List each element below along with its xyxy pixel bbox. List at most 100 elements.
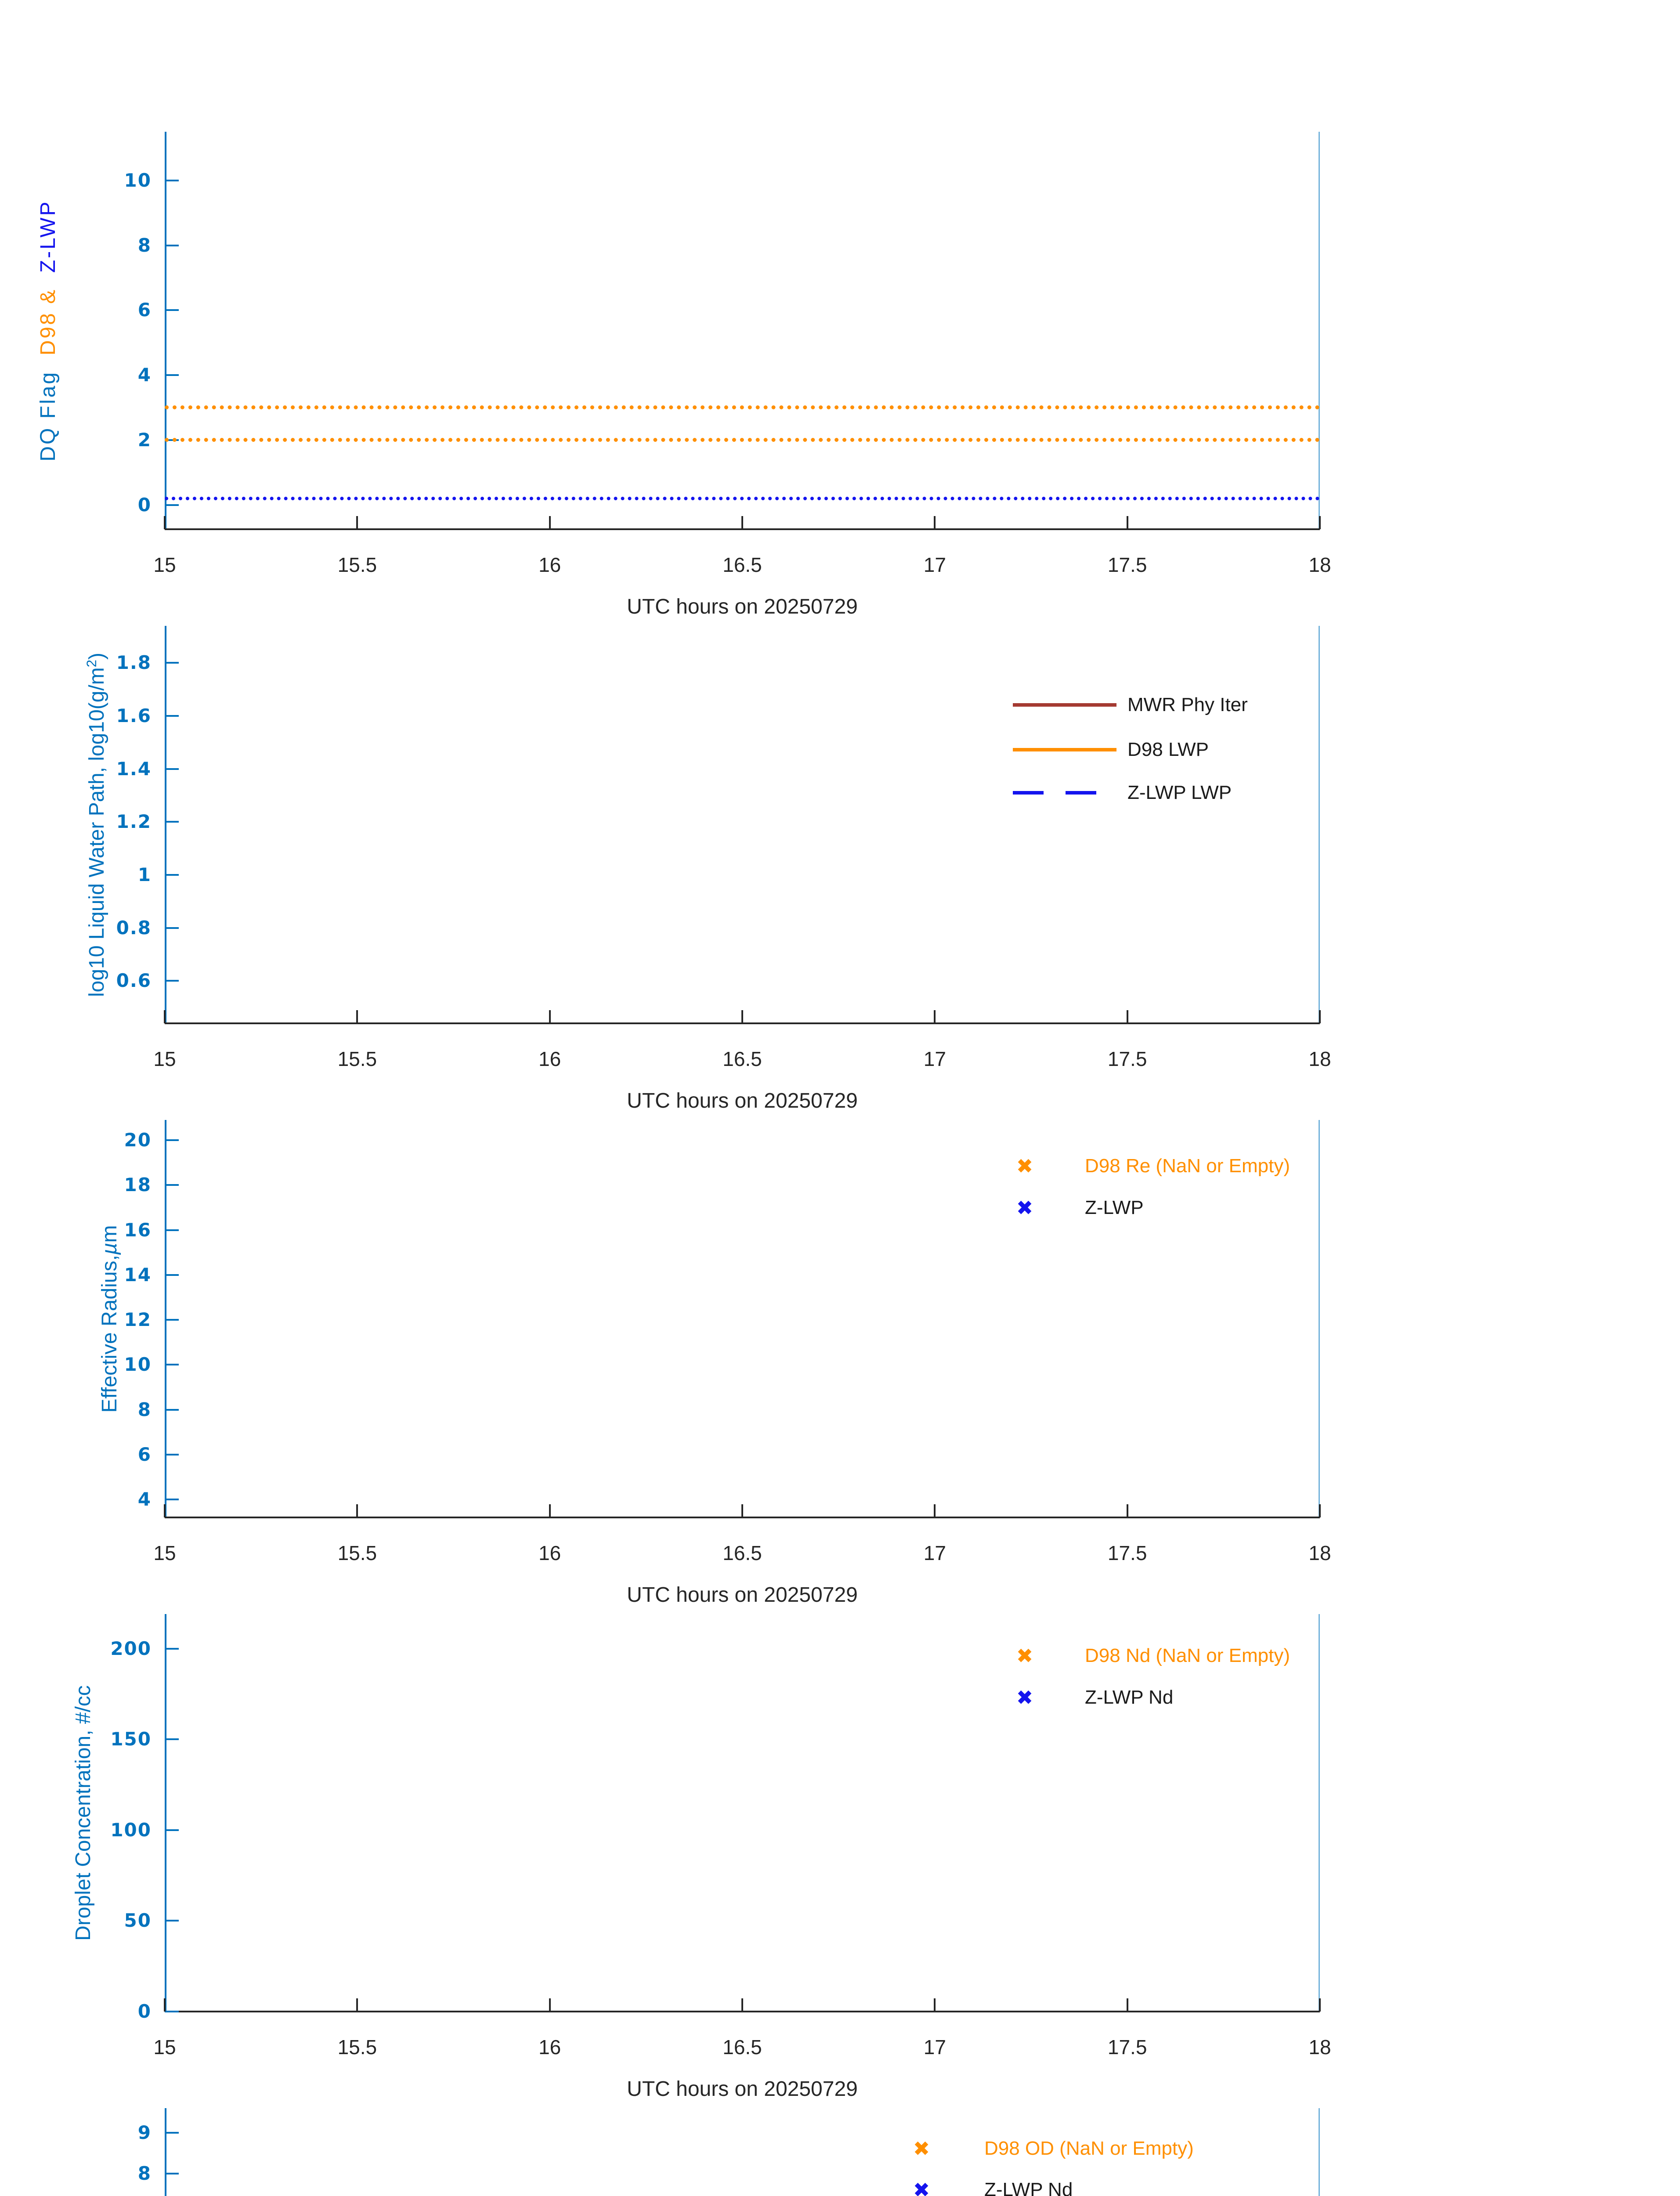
y-tick-label: 100 <box>110 1819 152 1841</box>
legend-x-marker-icon: ✖ <box>1016 1686 1033 1709</box>
subplot-droplet-concentration: 0 50 100 150 200 15 15.5 16 16.5 17 17.5 18 UTC hour… <box>72 1614 1331 2101</box>
y-tick-mark <box>165 504 179 506</box>
x-tick-label: 16 <box>538 2036 561 2059</box>
x-tick-mark <box>164 1998 166 2012</box>
x-tick-mark <box>934 1010 936 1023</box>
x-axis-line <box>165 2011 1320 2012</box>
legend-sample-line <box>1013 703 1116 707</box>
y-tick-label: 10 <box>124 169 152 191</box>
x-tick-mark <box>1319 1010 1321 1023</box>
x-axis-label: UTC hours on 20250729 <box>627 1583 858 1607</box>
y-tick-label: 1.6 <box>116 705 152 727</box>
x-tick-label: 16.5 <box>723 1542 762 1564</box>
x-tick-label: 16 <box>538 553 561 576</box>
y-tick-label: 12 <box>124 1309 152 1331</box>
data-line-zlwp-flag <box>165 496 1320 500</box>
x-tick-mark <box>356 1504 358 1517</box>
x-tick-mark <box>741 1010 743 1023</box>
x-tick-mark <box>356 1998 358 2012</box>
x-tick-mark <box>164 1504 166 1517</box>
x-tick-mark <box>549 516 551 529</box>
y-tick-label: 14 <box>124 1264 152 1286</box>
y-tick-mark <box>165 179 179 181</box>
y-tick-mark <box>165 715 179 717</box>
x-tick-label: 17 <box>923 2036 946 2059</box>
y-tick-label: 8 <box>137 2162 152 2184</box>
y-axis-label-segment: Z-LWP <box>36 199 60 288</box>
y-tick-label: 8 <box>137 1398 152 1420</box>
y-axis-label-segment: Effective Radius, <box>98 1254 121 1412</box>
data-line-d98-flag-2 <box>165 438 1320 442</box>
x-tick-label: 17.5 <box>1107 553 1147 576</box>
y-tick-mark <box>165 1409 179 1411</box>
x-tick-mark <box>549 1998 551 2012</box>
x-tick-label: 16.5 <box>723 553 762 576</box>
y-axis-label: Effective Radius,µm <box>98 1225 122 1412</box>
x-tick-label: 18 <box>1308 2036 1331 2059</box>
y-tick-mark <box>165 1184 179 1186</box>
y-tick-mark <box>165 1274 179 1276</box>
x-tick-mark <box>1126 1998 1128 2012</box>
y-tick-mark <box>165 1738 179 1741</box>
y-tick-mark <box>165 874 179 876</box>
plot-right-border-line <box>1319 132 1320 529</box>
legend-label: Z-LWP <box>1085 1197 1144 1218</box>
x-tick-label: 15.5 <box>337 553 377 576</box>
x-tick-mark <box>1126 1504 1128 1517</box>
y-axis-line <box>165 1120 166 1517</box>
legend-label: D98 OD (NaN or Empty) <box>984 2138 1194 2159</box>
y-axis-label: DQ Flag D98 & Z-LWP <box>36 200 60 461</box>
y-axis-label-segment: µ <box>98 1242 121 1255</box>
y-tick-label: 18 <box>124 1174 152 1196</box>
x-tick-mark <box>164 1010 166 1023</box>
plot-right-border-line <box>1319 2108 1320 2196</box>
legend-x-marker-icon: ✖ <box>1016 1196 1033 1220</box>
x-tick-mark <box>741 1998 743 2012</box>
x-axis-label: UTC hours on 20250729 <box>627 1089 858 1112</box>
y-tick-mark <box>165 1139 179 1141</box>
y-tick-label: 6 <box>137 1443 152 1465</box>
x-tick-label: 17.5 <box>1107 1542 1147 1564</box>
x-tick-mark <box>741 1504 743 1517</box>
y-axis-label-segment: Droplet Concentration, #/cc <box>72 1685 95 1941</box>
y-tick-label: 16 <box>124 1219 152 1241</box>
x-tick-label: 17 <box>923 1542 946 1564</box>
y-tick-mark <box>165 1499 179 1501</box>
x-tick-label: 16 <box>538 1542 561 1564</box>
y-tick-mark <box>165 1829 179 1831</box>
legend-x-marker-icon: ✖ <box>913 2178 930 2196</box>
legend-x-marker-icon: ✖ <box>1016 1154 1033 1178</box>
legend-label: MWR Phy Iter <box>1127 694 1248 715</box>
y-tick-label: 2 <box>137 429 152 451</box>
x-tick-label: 16 <box>538 1047 561 1070</box>
legend-label: D98 Re (NaN or Empty) <box>1085 1155 1290 1177</box>
legend-sample-line <box>1013 748 1116 751</box>
x-axis-label: UTC hours on 20250729 <box>627 595 858 618</box>
x-tick-label: 16.5 <box>723 2036 762 2059</box>
y-tick-label: 8 <box>137 234 152 256</box>
x-tick-label: 17 <box>923 553 946 576</box>
y-axis-line <box>165 626 166 1023</box>
y-tick-label: 20 <box>124 1129 152 1151</box>
legend-label: Z-LWP Nd <box>1085 1687 1174 1708</box>
x-tick-mark <box>356 516 358 529</box>
y-tick-label: 4 <box>137 1488 152 1510</box>
x-tick-label: 15 <box>153 1047 176 1070</box>
y-tick-mark <box>165 1647 179 1650</box>
x-tick-mark <box>549 1010 551 1023</box>
y-axis-line <box>165 2108 166 2196</box>
y-axis-label: log10 Liquid Water Path, log10(g/m2) <box>80 653 109 997</box>
y-tick-mark <box>165 662 179 664</box>
x-tick-mark <box>356 1010 358 1023</box>
x-tick-mark <box>1319 1998 1321 2012</box>
y-tick-mark <box>165 1319 179 1321</box>
y-tick-mark <box>165 821 179 823</box>
y-axis-line <box>165 132 166 529</box>
y-tick-label: 1.2 <box>116 811 152 833</box>
x-axis-label: UTC hours on 20250729 <box>627 2077 858 2101</box>
x-tick-mark <box>934 516 936 529</box>
y-axis-label-segment: D98 & <box>36 288 60 371</box>
y-tick-label: 1.4 <box>116 758 152 780</box>
x-tick-mark <box>934 1504 936 1517</box>
y-tick-mark <box>165 927 179 929</box>
